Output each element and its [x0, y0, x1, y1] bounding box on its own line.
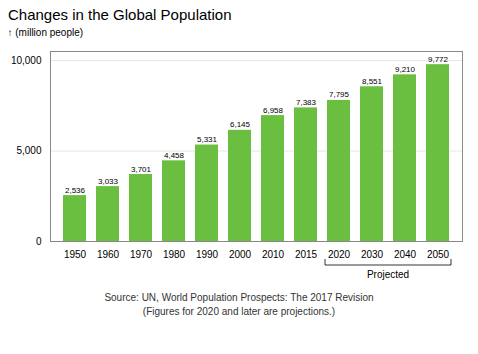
- svg-text:9,772: 9,772: [428, 55, 449, 64]
- svg-text:1950: 1950: [64, 249, 87, 260]
- svg-text:1960: 1960: [97, 249, 120, 260]
- svg-text:2,536: 2,536: [65, 186, 86, 195]
- svg-text:5,000: 5,000: [16, 145, 41, 156]
- svg-text:10,000: 10,000: [11, 55, 42, 66]
- svg-text:6,145: 6,145: [230, 120, 251, 129]
- svg-text:Projected: Projected: [367, 269, 409, 280]
- svg-text:2030: 2030: [361, 249, 384, 260]
- html-text:Changes in the Global Populati: Changes in the Global Population: [8, 6, 232, 23]
- svg-text:2020: 2020: [328, 249, 351, 260]
- svg-text:7,383: 7,383: [296, 98, 317, 107]
- svg-text:0: 0: [36, 236, 42, 247]
- svg-text:6,958: 6,958: [263, 106, 284, 115]
- svg-text:3,033: 3,033: [98, 177, 119, 186]
- svg-text:1990: 1990: [196, 249, 219, 260]
- svg-text:9,210: 9,210: [395, 65, 416, 74]
- svg-text:3,701: 3,701: [131, 165, 152, 174]
- svg-text:2000: 2000: [229, 249, 252, 260]
- svg-text:4,458: 4,458: [164, 151, 185, 160]
- svg-text:1980: 1980: [163, 249, 186, 260]
- svg-text:2010: 2010: [262, 249, 285, 260]
- svg-text:5,331: 5,331: [197, 135, 218, 144]
- svg-text:7,795: 7,795: [329, 90, 350, 99]
- html-text:Source: UN, World Population P: Source: UN, World Population Prospects: …: [104, 292, 374, 303]
- svg-text:1970: 1970: [130, 249, 153, 260]
- html-text:(Figures for 2020 and later ar: (Figures for 2020 and later are projecti…: [142, 305, 336, 317]
- svg-text:2015: 2015: [295, 249, 318, 260]
- svg-text:2050: 2050: [427, 249, 450, 260]
- svg-text:2040: 2040: [394, 249, 417, 260]
- svg-text:↑ (million people): ↑ (million people): [8, 27, 84, 38]
- svg-text:8,551: 8,551: [362, 77, 383, 86]
